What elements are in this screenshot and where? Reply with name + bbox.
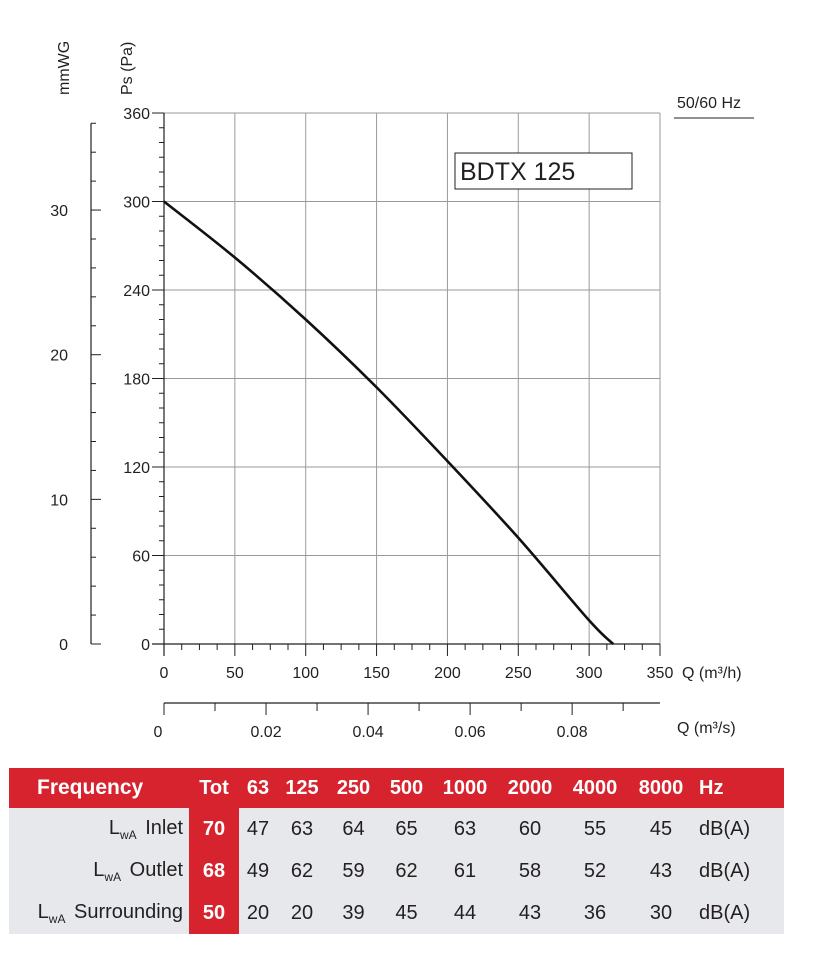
row-value: 47 [239, 808, 277, 850]
y-axis-title: Ps (Pa) [119, 42, 136, 95]
row-value: 62 [380, 850, 433, 892]
x-tick-label: 250 [505, 665, 532, 682]
header-cell: Tot [189, 768, 239, 808]
header-cell: 1000 [433, 768, 497, 808]
x-tick-label: 300 [576, 665, 603, 682]
header-cell: 250 [327, 768, 380, 808]
row-value: 61 [433, 850, 497, 892]
y-tick-label: 240 [123, 283, 150, 300]
y2-tick-label: 20 [50, 348, 68, 365]
row-label-rest: Surrounding [68, 900, 183, 923]
y-tick-label: 120 [123, 460, 150, 477]
row-value: 36 [563, 892, 627, 934]
row-value: 63 [277, 808, 327, 850]
row-label-sub: wA [104, 869, 122, 884]
row-value: 64 [327, 808, 380, 850]
row-value: 44 [433, 892, 497, 934]
row-value: 30 [627, 892, 695, 934]
row-value: 20 [277, 892, 327, 934]
row-value: 45 [380, 892, 433, 934]
y2-tick-label: 30 [50, 203, 68, 220]
row-value: 39 [327, 892, 380, 934]
header-cell: 4000 [563, 768, 627, 808]
header-cell: 2000 [497, 768, 563, 808]
row-value: 43 [627, 850, 695, 892]
row-total: 50 [189, 892, 239, 934]
y-tick-label: 360 [123, 106, 150, 123]
row-label-sub: wA [119, 827, 137, 842]
table-row: LwA Surrounding 50 20 20 39 45 44 43 36 30 dB(A) [9, 892, 784, 934]
y2-axis-title: mmWG [56, 41, 73, 95]
row-value: 52 [563, 850, 627, 892]
model-box [454, 152, 633, 190]
row-value: 49 [239, 850, 277, 892]
sound-power-table: Frequency Tot 63 125 250 500 1000 2000 4000 8000 H… [9, 768, 784, 934]
model-title: BDTX 125 [460, 158, 575, 186]
x2-tick-label: 0 [154, 724, 163, 741]
row-label-rest: Inlet [139, 816, 183, 839]
row-label-main: L [37, 900, 49, 923]
row-unit: dB(A) [695, 850, 784, 892]
header-cell: 8000 [627, 768, 695, 808]
header-cell: Hz [695, 768, 784, 808]
row-total: 68 [189, 850, 239, 892]
row-value: 58 [497, 850, 563, 892]
x2-tick-label: 0.04 [352, 724, 383, 741]
row-value: 45 [627, 808, 695, 850]
chart-ticks [91, 112, 661, 715]
table-header-row: Frequency Tot 63 125 250 500 1000 2000 4000 8000 H… [9, 768, 784, 808]
x-tick-label: 150 [363, 665, 390, 682]
row-label: LwA Inlet [9, 808, 189, 850]
table-row: LwA Outlet 68 49 62 59 62 61 58 52 43 dB(A) [9, 850, 784, 892]
x-tick-label: 100 [292, 665, 319, 682]
row-unit: dB(A) [695, 892, 784, 934]
row-label-rest: Outlet [124, 858, 183, 881]
x-tick-label: 200 [434, 665, 461, 682]
x-axis-title: Q (m³/h) [682, 665, 742, 682]
chart-grid [163, 112, 661, 645]
row-label-main: L [93, 858, 105, 881]
row-value: 65 [380, 808, 433, 850]
row-value: 60 [497, 808, 563, 850]
y2-tick-label: 0 [59, 637, 68, 654]
header-cell: 125 [277, 768, 327, 808]
chart-series [163, 200, 615, 645]
row-value: 63 [433, 808, 497, 850]
header-cell: 500 [380, 768, 433, 808]
row-unit: dB(A) [695, 808, 784, 850]
x-tick-label: 0 [160, 665, 169, 682]
x-tick-label: 50 [226, 665, 244, 682]
y-tick-label: 0 [141, 637, 150, 654]
row-value: 62 [277, 850, 327, 892]
row-value: 43 [497, 892, 563, 934]
x-tick-label: 350 [647, 665, 674, 682]
row-label-sub: wA [48, 911, 66, 926]
y-tick-label: 60 [132, 549, 150, 566]
row-value: 20 [239, 892, 277, 934]
x2-tick-label: 0.02 [250, 724, 281, 741]
x2-tick-label: 0.06 [455, 724, 486, 741]
row-total: 70 [189, 808, 239, 850]
row-value: 59 [327, 850, 380, 892]
header-cell: 63 [239, 768, 277, 808]
y2-tick-label: 10 [50, 492, 68, 509]
y-tick-label: 300 [123, 195, 150, 212]
header-frequency: Frequency [9, 768, 189, 808]
row-label: LwA Surrounding [9, 892, 189, 934]
frequency-label: 50/60 Hz [677, 95, 741, 112]
x2-tick-label: 0.08 [557, 724, 588, 741]
table-row: LwA Inlet 70 47 63 64 65 63 60 55 45 dB(A) [9, 808, 784, 850]
y-tick-label: 180 [123, 372, 150, 389]
row-value: 55 [563, 808, 627, 850]
performance-curve [163, 200, 615, 645]
row-label: LwA Outlet [9, 850, 189, 892]
x2-axis-title: Q (m³/s) [677, 720, 736, 737]
row-label-main: L [108, 816, 120, 839]
